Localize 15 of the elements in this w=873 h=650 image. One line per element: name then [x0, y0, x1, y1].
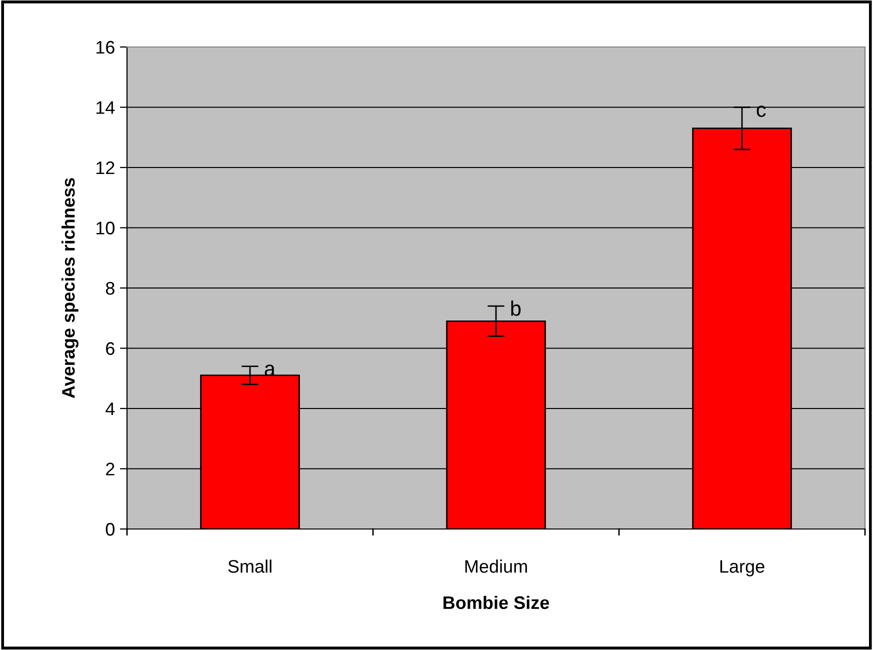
x-tick-label: Large [720, 560, 764, 576]
y-tick-label: 12 [96, 161, 114, 174]
y-tick-label: 0 [106, 522, 114, 536]
x-tick-label: Small [228, 560, 272, 573]
y-tick-label: 6 [106, 342, 114, 355]
x-tick-label: Medium [465, 560, 527, 573]
y-axis-title: Average species richness [62, 178, 78, 398]
y-tick-label: 2 [106, 462, 114, 476]
y-tick-label: 4 [106, 402, 115, 416]
x-axis-title: Bombie Size [444, 596, 550, 610]
y-tick-label: 8 [106, 282, 114, 295]
annotation: b [511, 300, 521, 316]
y-tick-label: 16 [96, 40, 114, 54]
y-tick-label: 10 [96, 222, 114, 234]
y-tick-label: 14 [96, 101, 115, 114]
